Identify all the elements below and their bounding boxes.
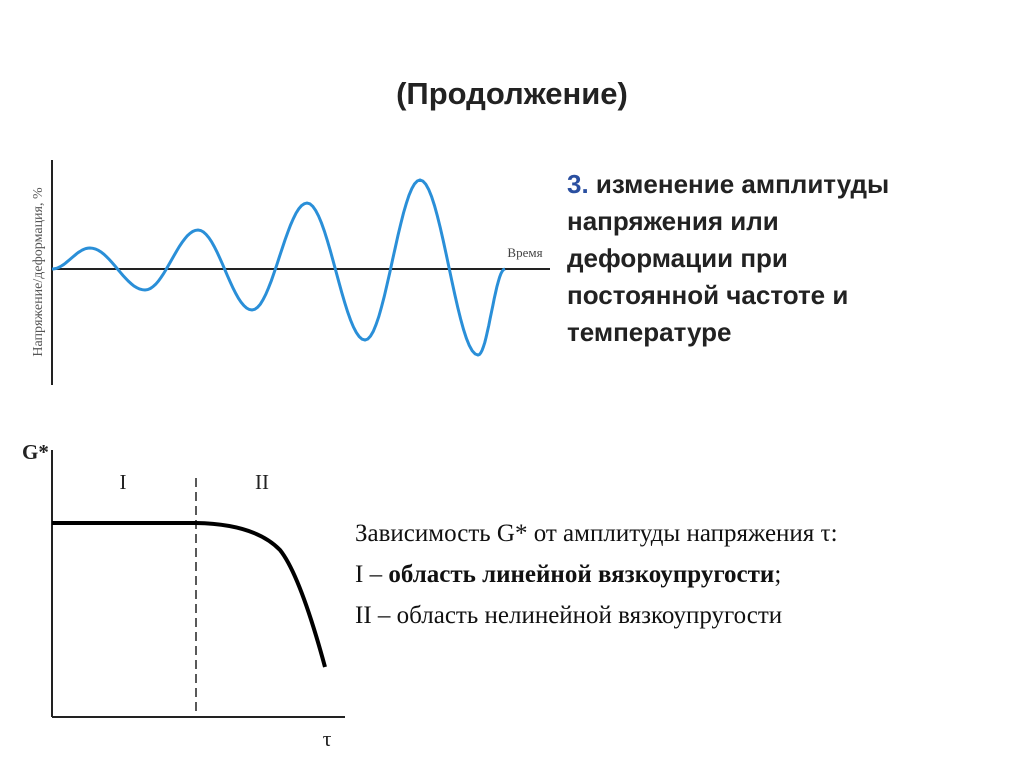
caption-prefix: I – [355,561,389,588]
point-line: постоянной частоте и [567,280,849,310]
wave-diagram: Напряжение/деформация, % Время [31,160,550,385]
modulus-diagram: G* I II τ [22,440,345,751]
slide-title: (Продолжение) [396,76,628,111]
point-line: температуре [567,317,732,347]
region-label: I [120,470,127,494]
point-number: 3. [567,169,589,199]
y-label: Напряжение/деформация, % [31,187,46,357]
caption: Зависимость G* от амплитуды напряжения τ… [355,513,838,636]
region-label: II [255,470,269,494]
caption-line: Зависимость G* от амплитуды напряжения τ… [355,520,838,547]
wave [51,178,506,357]
caption-line: I – область линейной вязкоупругости; [355,554,838,595]
point-line: изменение амплитуды [595,169,890,199]
caption-line: II – область нелинейной вязкоупругости [355,602,783,629]
x-label: τ [323,726,332,751]
line: 3. изменение амплитуды [567,166,889,203]
point-text: 3. изменение амплитуды напряжения или де… [567,166,889,351]
point-line: деформации при [567,243,788,273]
caption-suffix: ; [774,561,782,588]
x-label: Время [507,245,542,260]
caption-bold: область линейной вязкоупругости [388,561,775,588]
curve [52,521,327,668]
point-line: напряжения или [567,206,779,236]
y-label: G* [22,440,49,464]
